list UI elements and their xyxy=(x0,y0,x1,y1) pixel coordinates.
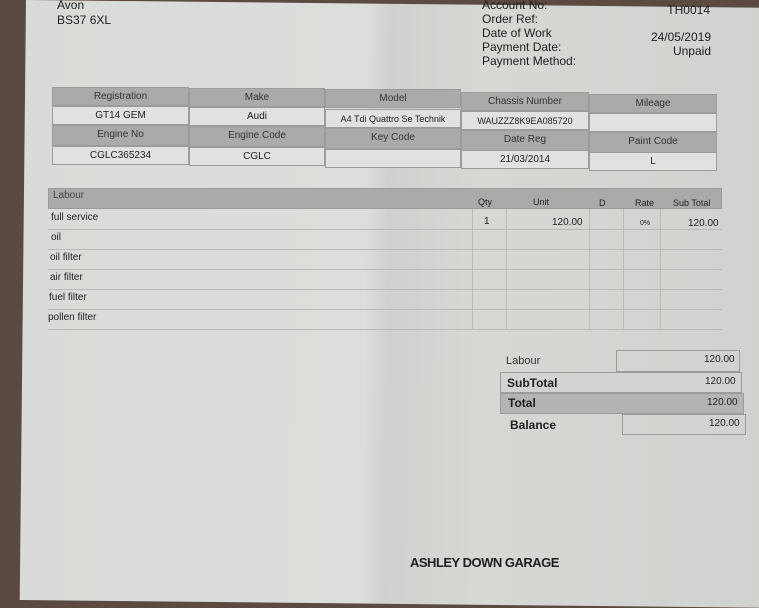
row-description: pollen filter xyxy=(48,312,97,323)
column-divider xyxy=(589,209,590,329)
customer-county: Avon xyxy=(57,0,85,12)
header-make: Make xyxy=(189,88,325,107)
subtotal-box xyxy=(500,372,742,393)
row-unit: 120.00 xyxy=(552,217,583,228)
total-label: Balance xyxy=(510,418,557,432)
info-label: Order Ref: xyxy=(482,12,539,26)
header-rate: Rate xyxy=(635,198,655,208)
labour-total-box xyxy=(616,350,740,372)
header-subtotal: Sub Total xyxy=(673,198,711,208)
header-qty: Qty xyxy=(478,197,493,207)
row-description: oil filter xyxy=(50,252,82,263)
date-reg-value: 21/03/2014 xyxy=(461,150,589,169)
column-divider xyxy=(660,209,661,329)
table-row xyxy=(48,229,722,250)
model-value: A4 Tdi Quattro Se Technik xyxy=(325,109,461,128)
table-row xyxy=(48,209,722,230)
header-engine-code: Engine Code xyxy=(189,126,325,147)
header-unit: Unit xyxy=(533,197,550,207)
header-d: D xyxy=(599,198,606,208)
balance-box xyxy=(622,414,746,435)
make-value: Audi xyxy=(189,107,325,126)
header-key-code: Key Code xyxy=(325,128,461,149)
total-label: SubTotal xyxy=(507,376,558,390)
header-registration: Registration xyxy=(52,87,189,106)
column-divider xyxy=(506,209,507,329)
garage-name: ASHLEY DOWN GARAGE xyxy=(410,555,559,570)
key-code-value xyxy=(325,149,461,168)
column-divider xyxy=(472,209,473,329)
total-value: 120.00 xyxy=(704,354,735,365)
table-row xyxy=(48,269,722,290)
total-value: 120.00 xyxy=(705,376,736,387)
table-row xyxy=(48,309,722,330)
table-row xyxy=(48,289,722,310)
info-value: 24/05/2019 xyxy=(650,30,711,44)
header-labour: Labour xyxy=(53,190,85,201)
header-mileage: Mileage xyxy=(589,94,717,113)
header-date-reg: Date Reg xyxy=(461,130,589,151)
total-value: 120.00 xyxy=(707,397,738,408)
info-value: TH0014 xyxy=(667,3,710,17)
header-paint-code: Paint Code xyxy=(589,132,717,153)
header-model: Model xyxy=(325,89,461,108)
info-label: Date of Work xyxy=(482,26,552,40)
chassis-value: WAUZZZ8K9EA085720 xyxy=(461,111,589,130)
row-rate: 0% xyxy=(640,220,651,227)
mileage-value xyxy=(589,113,717,132)
row-qty: 1 xyxy=(484,216,490,227)
labour-header-row xyxy=(48,188,722,209)
info-label: Payment Date: xyxy=(482,40,562,54)
paint-code-value: L xyxy=(589,152,717,171)
engine-code-value: CGLC xyxy=(189,147,325,166)
registration-value: GT14 GEM xyxy=(52,106,189,125)
row-description: air filter xyxy=(50,272,83,283)
row-subtotal: 120.00 xyxy=(688,218,719,229)
info-value: Unpaid xyxy=(672,44,711,58)
engine-no-value: CGLC365234 xyxy=(52,146,189,165)
header-engine-no: Engine No xyxy=(52,125,189,146)
customer-postcode: BS37 6XL xyxy=(57,13,112,27)
total-label: Total xyxy=(508,396,536,410)
total-value: 120.00 xyxy=(709,418,740,429)
row-description: full service xyxy=(51,212,99,223)
total-box xyxy=(500,393,744,414)
table-row xyxy=(48,249,722,270)
row-description: oil xyxy=(51,232,62,243)
info-label: Payment Method: xyxy=(482,54,577,68)
total-label: Labour xyxy=(506,355,541,367)
header-chassis: Chassis Number xyxy=(461,92,589,111)
row-description: fuel filter xyxy=(49,292,87,303)
column-divider xyxy=(623,209,624,329)
info-label: Account No: xyxy=(482,0,548,12)
